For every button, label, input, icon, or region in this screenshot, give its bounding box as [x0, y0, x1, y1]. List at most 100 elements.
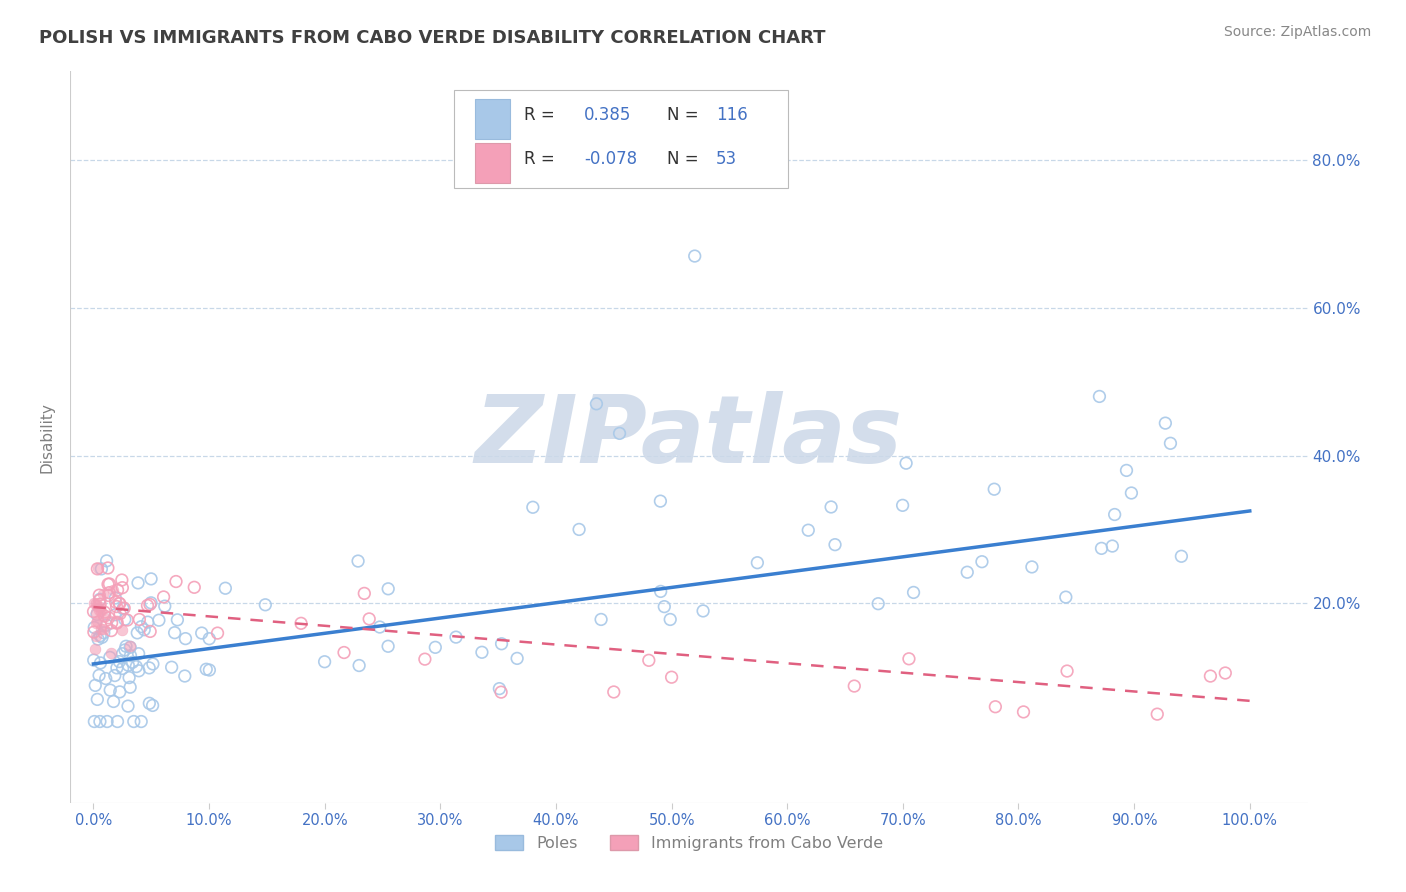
Point — [1054, 590, 1077, 604]
Point — [86, 614, 108, 628]
Point — [87, 668, 110, 682]
Point — [89, 714, 111, 729]
Point — [83, 714, 105, 729]
Point — [96, 618, 118, 632]
FancyBboxPatch shape — [475, 143, 509, 183]
Point — [131, 620, 153, 634]
Point — [1199, 669, 1222, 683]
Point — [105, 661, 128, 675]
Point — [136, 615, 159, 629]
Point — [609, 426, 631, 441]
Point — [824, 538, 846, 552]
Point — [142, 657, 165, 671]
Text: -0.078: -0.078 — [583, 150, 637, 168]
Point — [128, 612, 150, 626]
Point — [117, 613, 139, 627]
Point — [107, 582, 129, 597]
Text: Source: ZipAtlas.com: Source: ZipAtlas.com — [1223, 25, 1371, 39]
Point — [207, 626, 229, 640]
Point — [347, 658, 370, 673]
Point — [98, 585, 121, 599]
Point — [183, 580, 205, 594]
Point — [89, 629, 111, 643]
Point — [368, 620, 391, 634]
Point — [650, 584, 672, 599]
Point — [747, 556, 769, 570]
Point — [104, 595, 127, 609]
Point — [96, 714, 118, 729]
Point — [506, 651, 529, 665]
Y-axis label: Disability: Disability — [39, 401, 55, 473]
Point — [1121, 486, 1143, 500]
Point — [568, 523, 591, 537]
Point — [652, 599, 675, 614]
Point — [111, 623, 134, 637]
Point — [692, 604, 714, 618]
Point — [103, 694, 125, 708]
Point — [1090, 541, 1112, 556]
Point — [91, 587, 114, 601]
Point — [127, 575, 149, 590]
Point — [120, 680, 142, 694]
Point — [139, 624, 162, 639]
Point — [314, 655, 336, 669]
Point — [89, 592, 111, 607]
Point — [86, 692, 108, 706]
Point — [115, 640, 138, 654]
Point — [84, 678, 107, 692]
Point — [214, 581, 236, 595]
Text: N =: N = — [666, 106, 699, 124]
Text: POLISH VS IMMIGRANTS FROM CABO VERDE DISABILITY CORRELATION CHART: POLISH VS IMMIGRANTS FROM CABO VERDE DIS… — [39, 29, 825, 46]
Point — [152, 590, 174, 604]
Point — [120, 640, 142, 655]
Point — [138, 661, 160, 675]
Point — [89, 599, 111, 614]
Point — [984, 699, 1007, 714]
Point — [198, 663, 221, 677]
Point — [153, 599, 176, 614]
Point — [148, 613, 170, 627]
Point — [108, 597, 131, 611]
Point — [1154, 416, 1177, 430]
Point — [489, 685, 512, 699]
Point — [91, 608, 114, 623]
Point — [488, 681, 510, 696]
Point — [603, 685, 626, 699]
Point — [90, 562, 112, 576]
Point — [86, 605, 108, 619]
Text: N =: N = — [666, 150, 699, 168]
Point — [108, 596, 131, 610]
Point — [1146, 707, 1168, 722]
Point — [129, 714, 152, 729]
Point — [983, 482, 1005, 496]
Point — [111, 573, 134, 587]
Point — [121, 655, 143, 669]
Point — [683, 249, 706, 263]
Point — [190, 626, 212, 640]
Point — [347, 554, 370, 568]
Point — [84, 616, 107, 631]
Point — [83, 620, 105, 634]
Point — [585, 397, 607, 411]
Point — [359, 612, 381, 626]
Point — [105, 616, 128, 631]
Point — [127, 625, 149, 640]
Point — [333, 646, 356, 660]
Point — [903, 585, 925, 599]
Point — [108, 655, 131, 669]
Point — [94, 672, 117, 686]
Point — [86, 607, 108, 622]
Point — [1088, 389, 1111, 403]
Point — [117, 658, 139, 673]
Text: R =: R = — [524, 106, 555, 124]
Point — [125, 659, 148, 673]
Point — [165, 574, 187, 589]
Point — [83, 642, 105, 657]
Point — [90, 604, 112, 618]
Point — [897, 652, 920, 666]
Point — [1213, 665, 1236, 680]
Point — [198, 632, 221, 646]
Point — [100, 646, 122, 660]
Text: 53: 53 — [716, 150, 737, 168]
Point — [86, 562, 108, 576]
